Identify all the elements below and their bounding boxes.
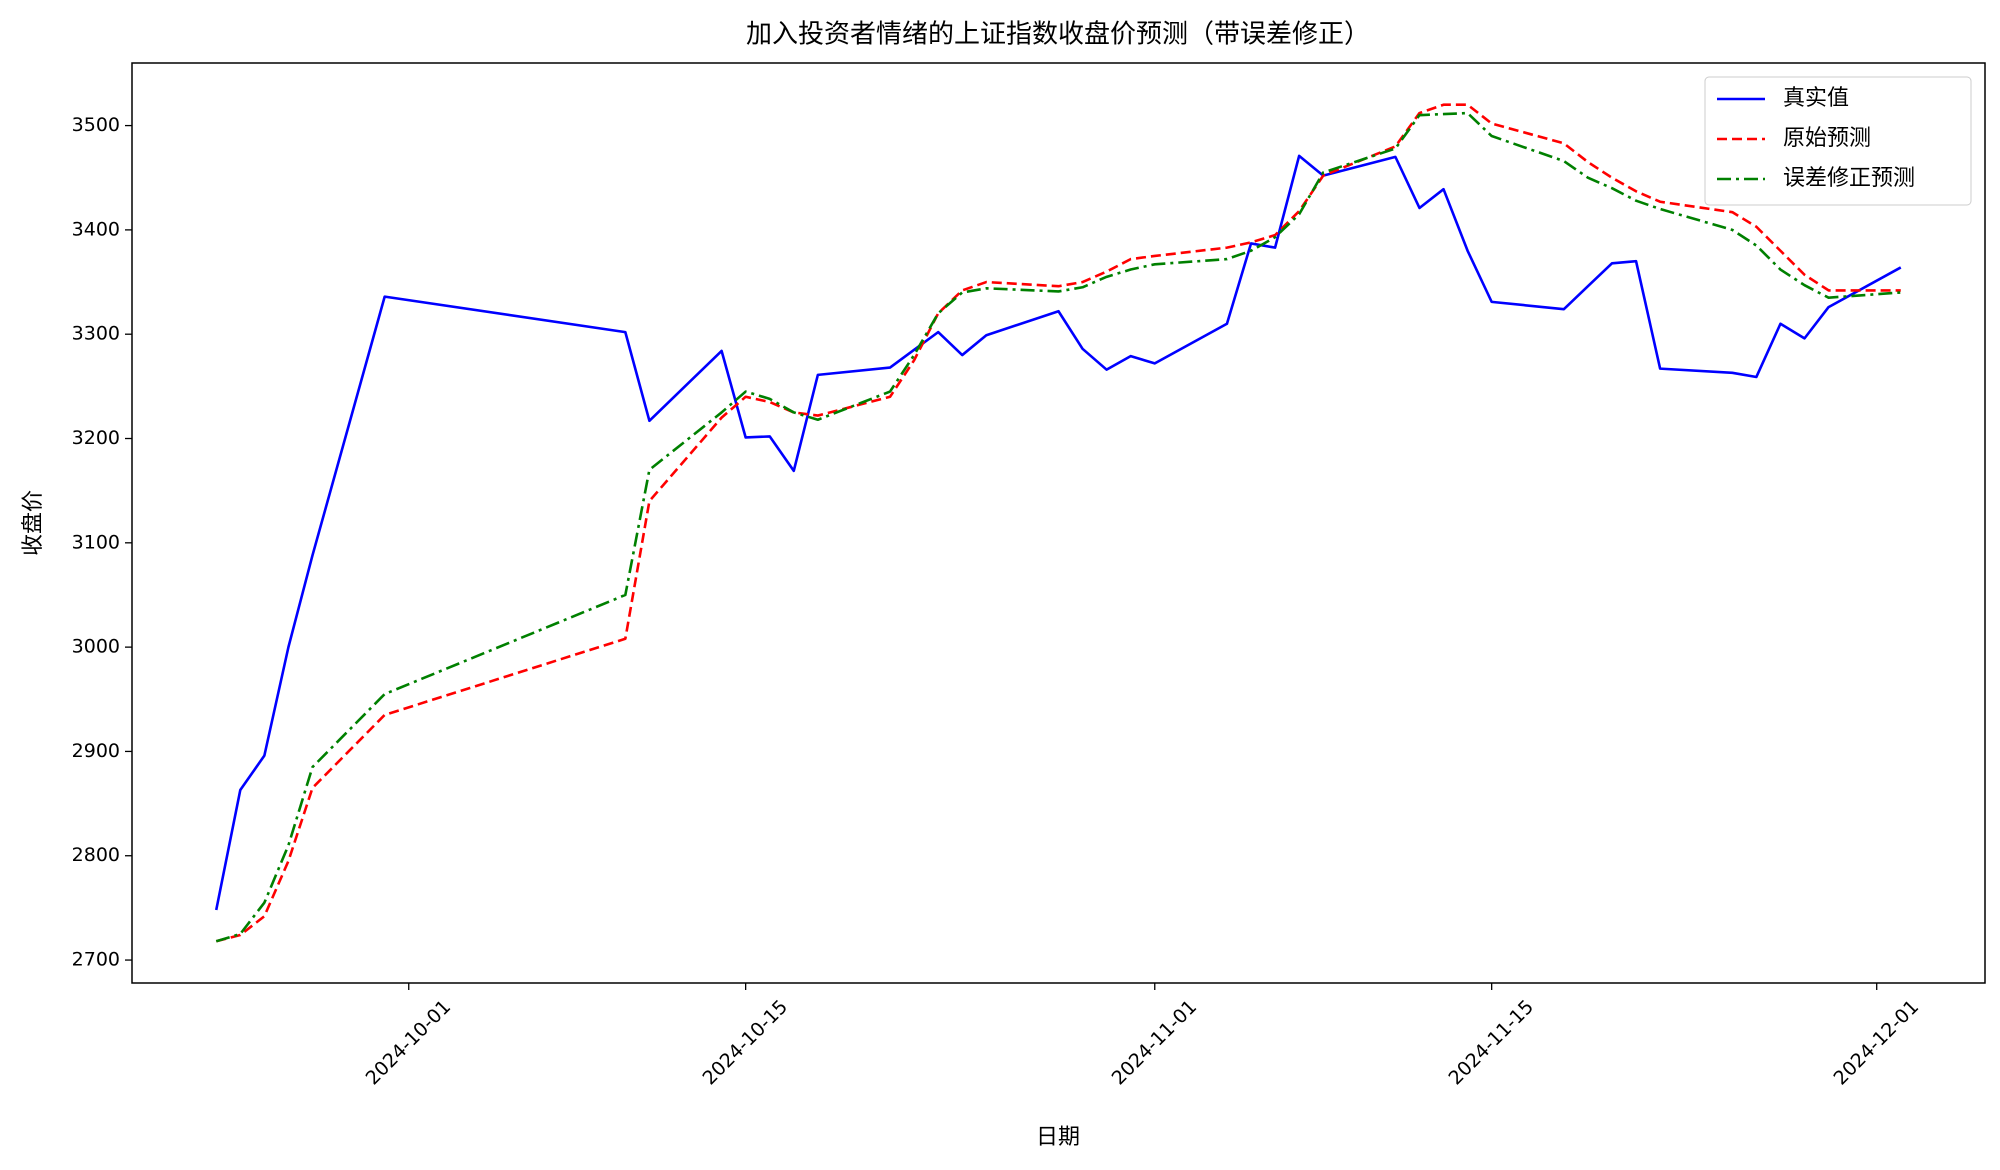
y-tick-label: 2700	[72, 949, 120, 971]
data-line	[215, 103, 1901, 943]
data-line	[215, 111, 1901, 943]
data-line	[214, 154, 1902, 911]
y-tick-label: 3000	[72, 636, 120, 658]
legend-label: 真实值	[1783, 86, 1849, 111]
legend-box	[1704, 76, 1972, 206]
y-axis-title: 收盘价	[21, 490, 46, 556]
y-tick-label: 3200	[72, 427, 120, 449]
y-tick-label: 3100	[72, 531, 120, 553]
y-tick-label: 3300	[72, 323, 120, 345]
x-axis-title: 日期	[1036, 1125, 1080, 1150]
y-tick-label: 2800	[72, 844, 120, 866]
chart-title: 加入投资者情绪的上证指数收盘价预测（带误差修正）	[746, 20, 1370, 50]
y-tick-label: 3500	[72, 114, 120, 136]
y-tick-label: 2900	[72, 740, 120, 762]
legend-label: 原始预测	[1783, 126, 1871, 151]
plot-frame	[131, 62, 1986, 984]
legend-label: 误差修正预测	[1783, 166, 1915, 191]
y-tick-label: 3400	[72, 218, 120, 240]
